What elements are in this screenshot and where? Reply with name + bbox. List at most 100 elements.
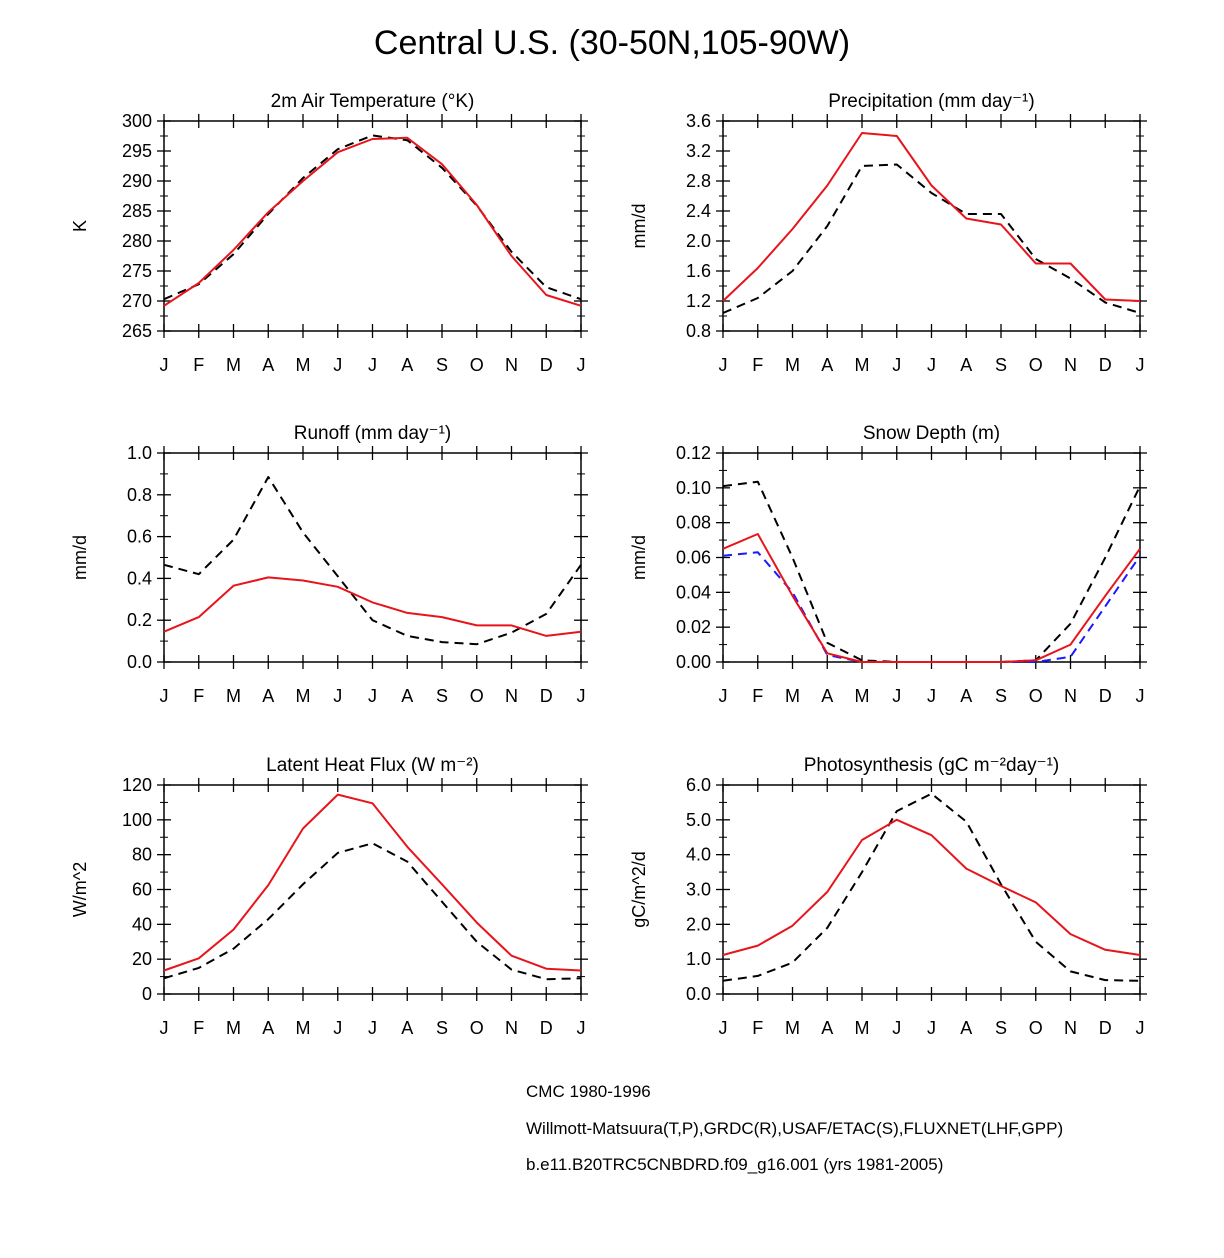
y-tick-label: 0.0 (127, 652, 152, 672)
panel-tsa: 2m Air Temperature (°K) K 265 270 275 280 285 2… (70, 91, 588, 375)
x-tick-label: A (262, 1018, 274, 1038)
panel-title: Precipitation (mm day⁻¹) (828, 91, 1034, 112)
x-tick-label: S (436, 1018, 448, 1038)
x-tick-label: J (1136, 1018, 1145, 1038)
x-tick-label: J (719, 686, 728, 706)
x-tick-label: M (785, 686, 800, 706)
x-tick-label: N (1064, 686, 1077, 706)
panel-precip: Precipitation (mm day⁻¹) mm/d 0.8 1.2 1.6 2.0… (629, 91, 1147, 375)
y-tick-label: 40 (132, 914, 152, 934)
x-tick-label: M (855, 355, 870, 375)
x-tick-label: N (1064, 1018, 1077, 1038)
y-tick-label: 1.2 (686, 291, 711, 311)
x-tick-label: F (752, 355, 763, 375)
x-tick-label: N (505, 1018, 518, 1038)
x-tick-label: A (960, 1018, 972, 1038)
x-tick-label: F (752, 1018, 763, 1038)
y-tick-label: 0.4 (127, 568, 152, 588)
plot-frame (722, 452, 1141, 663)
x-tick-label: A (821, 1018, 833, 1038)
x-tick-label: M (855, 1018, 870, 1038)
plot-frame (163, 452, 582, 663)
plot-frame (722, 784, 1141, 995)
x-tick-label: J (577, 686, 586, 706)
y-axis-label: gC/m^2/d (629, 851, 649, 927)
x-tick-label: D (540, 686, 553, 706)
y-tick-label: 20 (132, 949, 152, 969)
y-tick-label: 0.02 (676, 617, 711, 637)
x-tick-label: J (1136, 355, 1145, 375)
y-tick-label: 295 (122, 141, 152, 161)
plot-frame (163, 784, 582, 995)
x-tick-label: J (719, 1018, 728, 1038)
series-line-model (163, 136, 582, 307)
y-tick-label: 6.0 (686, 775, 711, 795)
y-tick-label: 120 (122, 775, 152, 795)
x-tick-label: J (333, 355, 342, 375)
x-tick-label: A (401, 686, 413, 706)
y-axis-label: mm/d (629, 204, 649, 249)
y-tick-label: 290 (122, 171, 152, 191)
x-tick-label: M (226, 1018, 241, 1038)
y-tick-label: 0.00 (676, 652, 711, 672)
x-tick-label: M (296, 355, 311, 375)
x-tick-label: N (505, 686, 518, 706)
x-tick-label: J (333, 1018, 342, 1038)
x-tick-label: M (226, 355, 241, 375)
legend-label-cmc: CMC 1980-1996 (526, 1082, 651, 1101)
y-axis-label: mm/d (70, 535, 90, 580)
x-tick-label: M (226, 686, 241, 706)
x-tick-label: A (821, 686, 833, 706)
x-tick-label: J (892, 355, 901, 375)
x-tick-label: J (1136, 686, 1145, 706)
x-tick-label: A (821, 355, 833, 375)
x-tick-label: M (296, 686, 311, 706)
y-tick-label: 2.0 (686, 231, 711, 251)
y-axis-label: K (70, 220, 90, 232)
x-tick-label: O (1029, 1018, 1043, 1038)
y-tick-label: 280 (122, 231, 152, 251)
x-tick-label: O (1029, 355, 1043, 375)
x-tick-label: J (892, 1018, 901, 1038)
y-tick-label: 2.4 (686, 201, 711, 221)
x-tick-label: J (368, 1018, 377, 1038)
y-tick-label: 0.04 (676, 582, 711, 602)
x-tick-label: O (470, 355, 484, 375)
x-tick-label: M (785, 355, 800, 375)
y-tick-label: 0 (142, 984, 152, 1004)
y-tick-label: 285 (122, 201, 152, 221)
y-tick-label: 0.06 (676, 548, 711, 568)
x-tick-label: D (1099, 1018, 1112, 1038)
y-axis-label: mm/d (629, 535, 649, 580)
y-tick-label: 100 (122, 810, 152, 830)
y-tick-label: 3.0 (686, 880, 711, 900)
y-tick-label: 0.2 (127, 610, 152, 630)
x-tick-label: J (160, 355, 169, 375)
x-tick-label: M (855, 686, 870, 706)
panel-title: Snow Depth (m) (863, 423, 1000, 444)
series-line-cmc (722, 163, 1141, 314)
x-tick-label: A (262, 686, 274, 706)
y-tick-label: 1.0 (127, 443, 152, 463)
panel-title: Runoff (mm day⁻¹) (294, 423, 452, 444)
legend-label-model: b.e11.B20TRC5CNBDRD.f09_g16.001 (yrs 198… (526, 1155, 944, 1174)
series-line-obs (722, 551, 1141, 663)
x-tick-label: O (470, 1018, 484, 1038)
x-tick-label: O (470, 686, 484, 706)
y-tick-label: 0.8 (127, 485, 152, 505)
series-line-cmc (722, 792, 1141, 982)
x-tick-label: A (401, 355, 413, 375)
y-tick-label: 0.08 (676, 513, 711, 533)
x-tick-label: A (262, 355, 274, 375)
x-tick-label: A (401, 1018, 413, 1038)
x-tick-label: N (1064, 355, 1077, 375)
x-tick-label: J (160, 686, 169, 706)
x-tick-label: J (927, 686, 936, 706)
panel-title: Photosynthesis (gC m⁻²day⁻¹) (804, 755, 1060, 776)
x-tick-label: J (368, 686, 377, 706)
x-tick-label: J (577, 1018, 586, 1038)
y-tick-label: 3.6 (686, 111, 711, 131)
plot-frame (722, 120, 1141, 332)
